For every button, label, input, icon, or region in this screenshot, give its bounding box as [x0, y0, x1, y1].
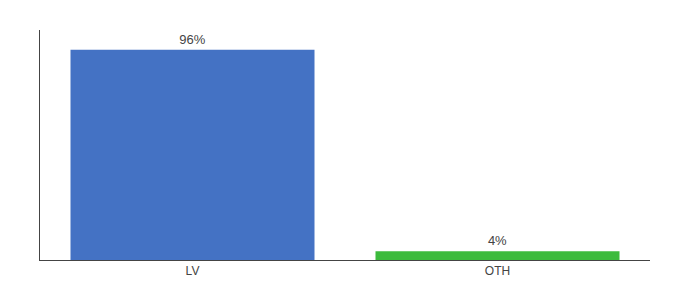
svg-text:OTH: OTH	[485, 264, 510, 278]
svg-text:96%: 96%	[179, 32, 205, 47]
svg-text:4%: 4%	[488, 233, 507, 248]
svg-text:LV: LV	[186, 264, 200, 278]
